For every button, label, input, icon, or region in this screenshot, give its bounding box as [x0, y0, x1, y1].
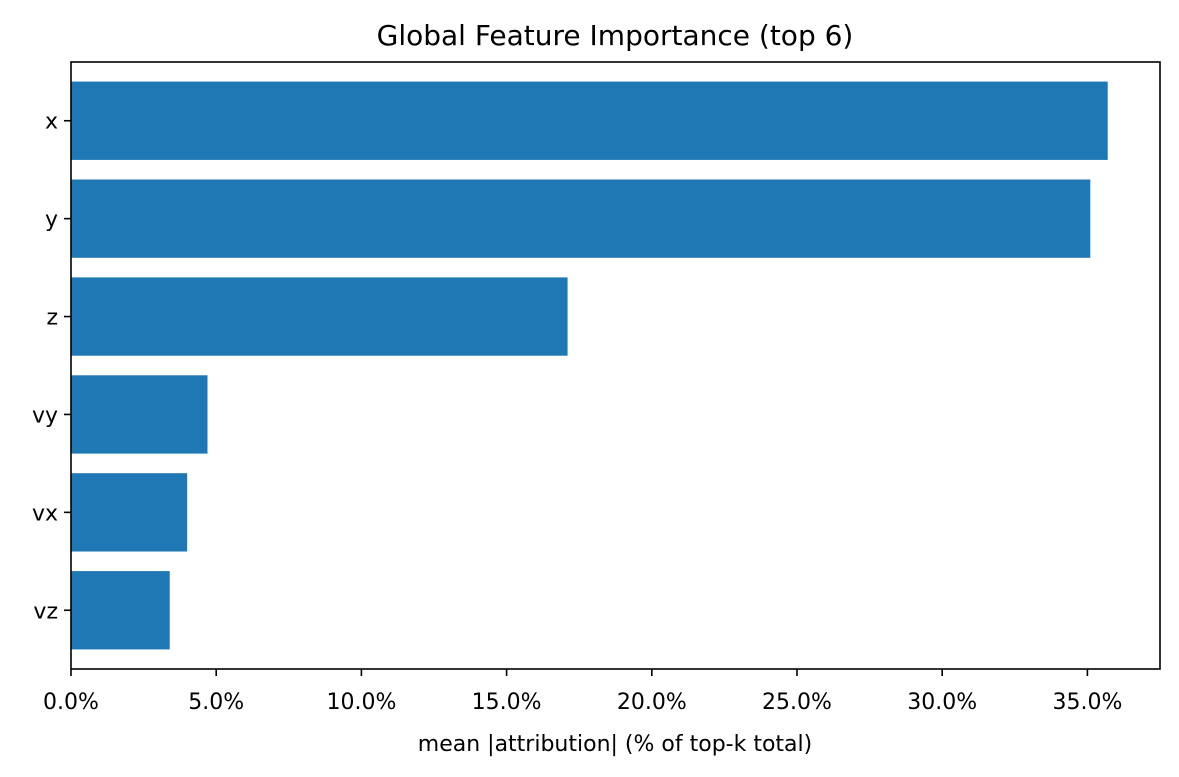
x-tick-label: 15.0% [472, 690, 542, 715]
y-tick-label: vz [33, 599, 58, 624]
bar-vz [71, 571, 170, 650]
bar-z [71, 277, 568, 356]
y-tick-label: x [45, 110, 58, 135]
y-tick-label: vx [32, 501, 58, 526]
chart-title: Global Feature Importance (top 6) [377, 19, 854, 52]
bar-vx [71, 473, 188, 552]
x-tick-label: 35.0% [1052, 690, 1122, 715]
x-tick-label: 0.0% [43, 690, 99, 715]
x-tick-label: 30.0% [907, 690, 977, 715]
y-tick-label: vy [32, 403, 58, 428]
bar-vy [71, 375, 208, 454]
x-tick-label: 25.0% [762, 690, 832, 715]
x-axis: 0.0% 5.0% 10.0% 15.0% 20.0% 25.0% 30.0% 35.0% [43, 669, 1122, 715]
y-tick-label: y [45, 208, 58, 233]
bars-layer [71, 81, 1108, 650]
bar-y [71, 179, 1091, 258]
y-axis: x y z vy vx vz [32, 110, 71, 624]
y-tick-label: z [46, 306, 58, 331]
plot-frame [70, 61, 1161, 670]
bar-x [71, 81, 1108, 160]
x-tick-label: 10.0% [326, 690, 396, 715]
x-axis-title: mean |attribution| (% of top-k total) [418, 732, 812, 757]
x-tick-label: 20.0% [617, 690, 687, 715]
x-tick-label: 5.0% [188, 690, 244, 715]
